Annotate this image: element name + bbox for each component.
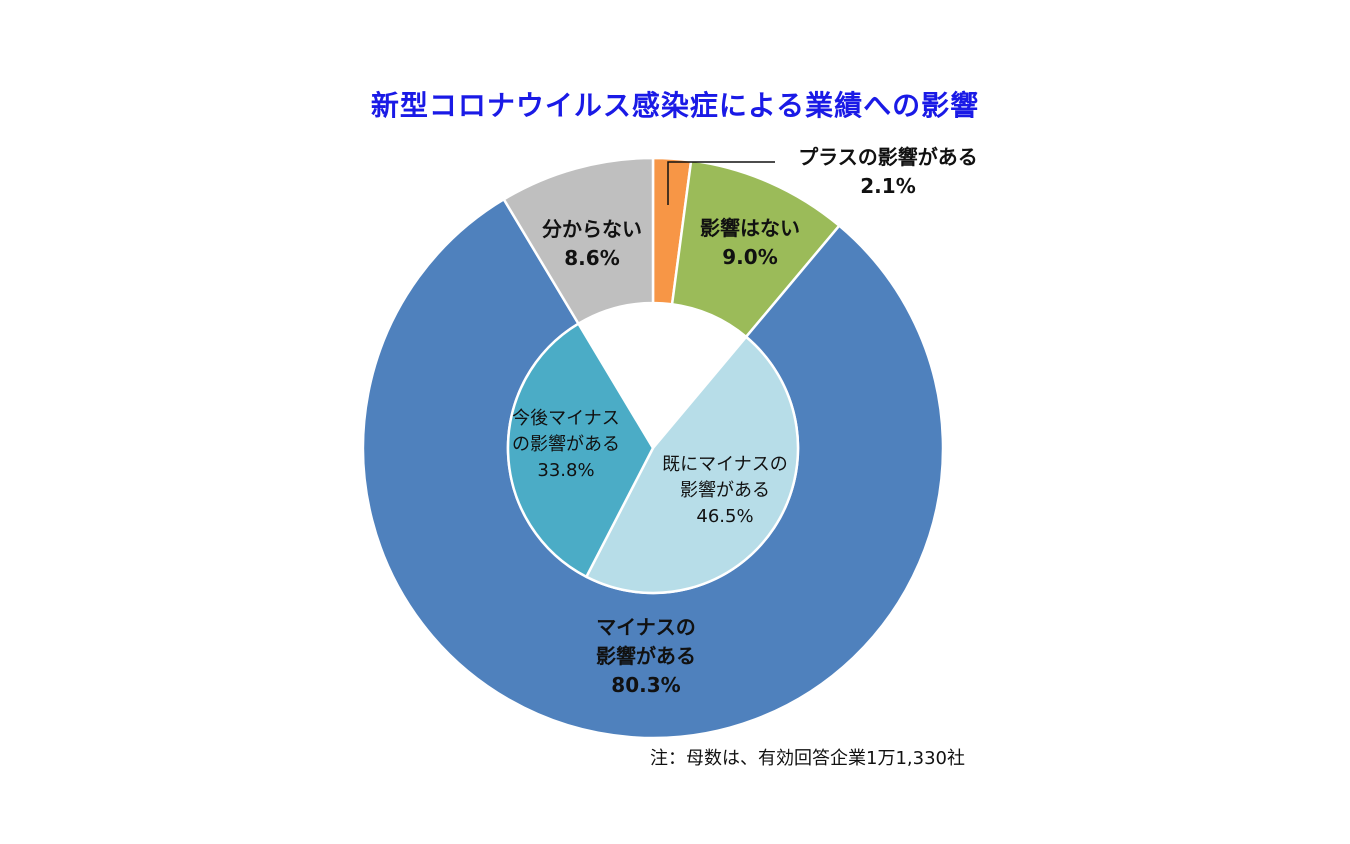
inner-slice-0 [584, 335, 800, 595]
inner-slice-1 [506, 321, 655, 579]
inner-label-0-0: 既にマイナスの [662, 454, 788, 475]
outer-ring [361, 156, 945, 740]
outer-label-2-2: 80.3% [611, 673, 680, 697]
inner-label-1-0: 今後マイナス [512, 408, 620, 429]
inner-label-0-2: 46.5% [696, 506, 753, 527]
chart-title: 新型コロナウイルス感染症による業績への影響 [370, 89, 980, 122]
leader-line-plus [667, 161, 775, 205]
outer-label-3-1: 8.6% [564, 246, 619, 270]
inner-label-0-1: 影響がある [680, 480, 770, 501]
outer-label-0-0: プラスの影響がある [798, 145, 978, 169]
data-labels: プラスの影響がある2.1%影響はない9.0%マイナスの影響がある80.3%分から… [512, 145, 978, 697]
outer-label-1-1: 9.0% [722, 245, 777, 269]
inner-label-1-2: 33.8% [537, 460, 594, 481]
outer-slice-3 [502, 156, 655, 326]
outer-label-0-1: 2.1% [860, 174, 915, 198]
inner-ring [506, 321, 800, 595]
inner-label-1-1: の影響がある [512, 434, 620, 455]
outer-label-2-0: マイナスの [596, 615, 696, 639]
chart-note: 注：母数は、有効回答企業1万1,330社 [650, 748, 965, 769]
outer-label-2-1: 影響がある [596, 644, 696, 668]
outer-label-3-0: 分からない [542, 217, 642, 241]
outer-label-1-0: 影響はない [700, 216, 800, 240]
